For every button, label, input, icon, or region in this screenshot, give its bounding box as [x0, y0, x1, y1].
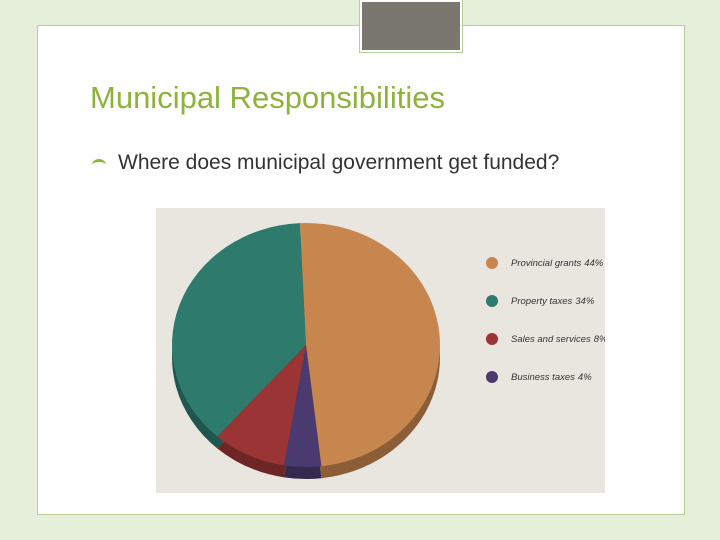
legend-value: 4%	[578, 372, 592, 383]
legend-label: Provincial grants 44%	[511, 258, 604, 269]
legend-swatch	[486, 257, 498, 269]
bullet: Where does municipal government get fund…	[92, 148, 562, 178]
slide-tab	[359, 0, 463, 53]
legend-label: Property taxes 34%	[511, 296, 595, 307]
chart: Provincial grants 44% Property taxes 34% Sal…	[156, 208, 605, 493]
legend-name: Sales and services	[511, 334, 591, 345]
slice	[217, 345, 306, 466]
legend-label: Business taxes 4%	[511, 372, 592, 383]
legend-value: 44%	[584, 258, 604, 269]
slice	[299, 223, 440, 467]
legend-swatch	[486, 333, 498, 345]
legend-swatch	[486, 295, 498, 307]
legend-value: 8%	[594, 334, 605, 345]
legend-swatch	[486, 371, 498, 383]
slice	[284, 345, 322, 467]
legend-name: Property taxes	[511, 296, 572, 307]
slide-title: Municipal Responsibilities	[90, 80, 445, 115]
legend-value: 34%	[575, 296, 595, 307]
legend-name: Business taxes	[511, 372, 575, 383]
legend-name: Provincial grants	[511, 258, 581, 269]
slice	[172, 223, 306, 437]
